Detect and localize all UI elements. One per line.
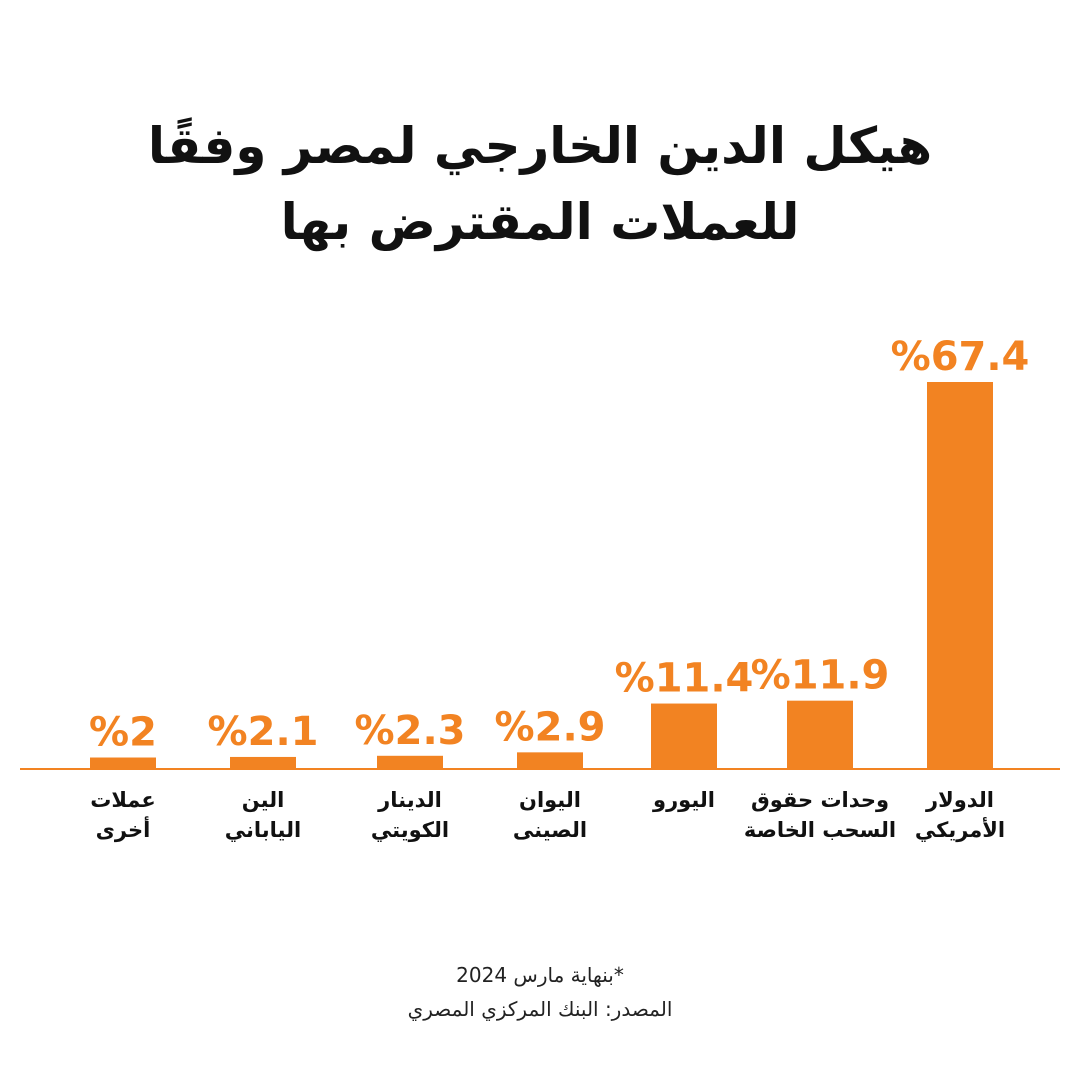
bar — [377, 755, 443, 769]
category-tick-label: السحب الخاصة — [744, 818, 896, 842]
category-tick-label: الدولار — [925, 788, 994, 812]
chart-title: هيكل الدين الخارجي لمصر وفقًا للعملات ال… — [147, 117, 933, 251]
category-tick-label: الين — [242, 788, 285, 812]
bar — [90, 757, 156, 769]
category-tick-label: أخرى — [96, 815, 151, 842]
category-tick-label: الدينار — [377, 788, 442, 812]
bar-value-label: %2.3 — [355, 708, 466, 754]
category-tick-label: وحدات حقوق — [751, 788, 889, 812]
category-tick-label: الكويتي — [371, 818, 449, 842]
date-note: *بنهاية مارس 2024 — [456, 963, 624, 987]
category-tick-label: اليوان — [519, 788, 581, 812]
category-tick-label: الأمريكي — [915, 816, 1005, 842]
bars-layer — [90, 382, 993, 769]
bar-value-label: %11.4 — [615, 656, 754, 702]
labels-layer: %67.4 الدولار الأمريكي %11.9 وحدات حقوق السحب… — [89, 334, 1029, 842]
bar — [787, 700, 853, 769]
bar-value-label: %67.4 — [891, 334, 1030, 380]
category-tick-label: الصينى — [513, 818, 587, 842]
bar-value-label: %2.9 — [495, 704, 606, 750]
source-note: المصدر: البنك المركزي المصري — [407, 997, 673, 1021]
category-tick-label: اليورو — [652, 788, 715, 812]
bar-value-label: %2 — [89, 710, 157, 756]
footnotes: *بنهاية مارس 2024 المصدر: البنك المركزي … — [0, 958, 1080, 1026]
bar — [517, 752, 583, 769]
bar — [230, 756, 296, 769]
bar-value-label: %2.1 — [208, 709, 319, 755]
category-tick-label: عملات — [90, 788, 155, 812]
bar — [927, 382, 993, 769]
category-tick-label: الياباني — [225, 818, 301, 842]
bar — [651, 703, 717, 769]
bar-value-label: %11.9 — [751, 653, 890, 699]
